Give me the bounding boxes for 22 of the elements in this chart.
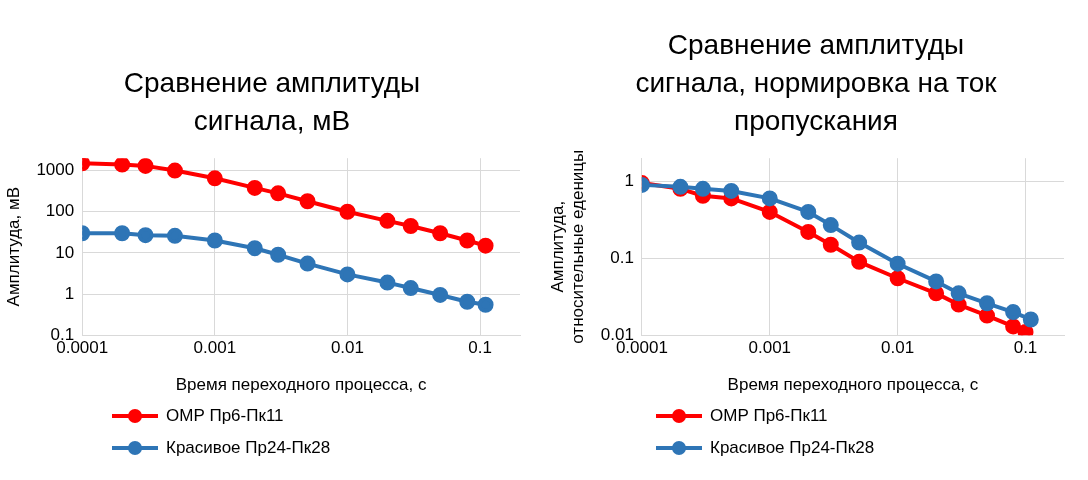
- y-tick-label: 1: [624, 171, 634, 191]
- y-axis-title: Амплитуда, относительные еденицы: [547, 149, 588, 344]
- y-tick-label: 100: [45, 201, 75, 221]
- legend-label: Красивое Пр24-Пк28: [710, 438, 875, 458]
- x-tick-label: 0.001: [748, 338, 792, 358]
- x-axis-title: Время переходного процесса, с: [727, 375, 979, 395]
- y-tick-label: 10: [55, 242, 75, 262]
- legend-label: Красивое Пр24-Пк28: [166, 438, 331, 458]
- x-tick-label: 0.1: [468, 338, 492, 358]
- x-tick-label: 0.001: [193, 338, 237, 358]
- y-tick-label: 1: [64, 283, 75, 303]
- x-axis-title: Время переходного процесса, с: [175, 375, 427, 395]
- legend-label: ОМР Пр6-Пк11: [166, 406, 284, 426]
- y-tick-label: 1000: [36, 160, 75, 180]
- y-axis-title: Амплитуда, мВ: [3, 186, 23, 307]
- x-tick-label: 0.1: [1013, 338, 1038, 358]
- chart-title: Сравнение амплитуды сигнала, мВ: [122, 66, 422, 138]
- y-tick-label: 0.1: [610, 247, 634, 267]
- legend-label: ОМР Пр6-Пк11: [710, 406, 828, 426]
- chart-title: Сравнение амплитуды сигнала, нормировка на ток пропускания: [634, 28, 998, 138]
- x-tick-label: 0.01: [881, 338, 915, 358]
- x-tick-label: 0.01: [330, 338, 364, 358]
